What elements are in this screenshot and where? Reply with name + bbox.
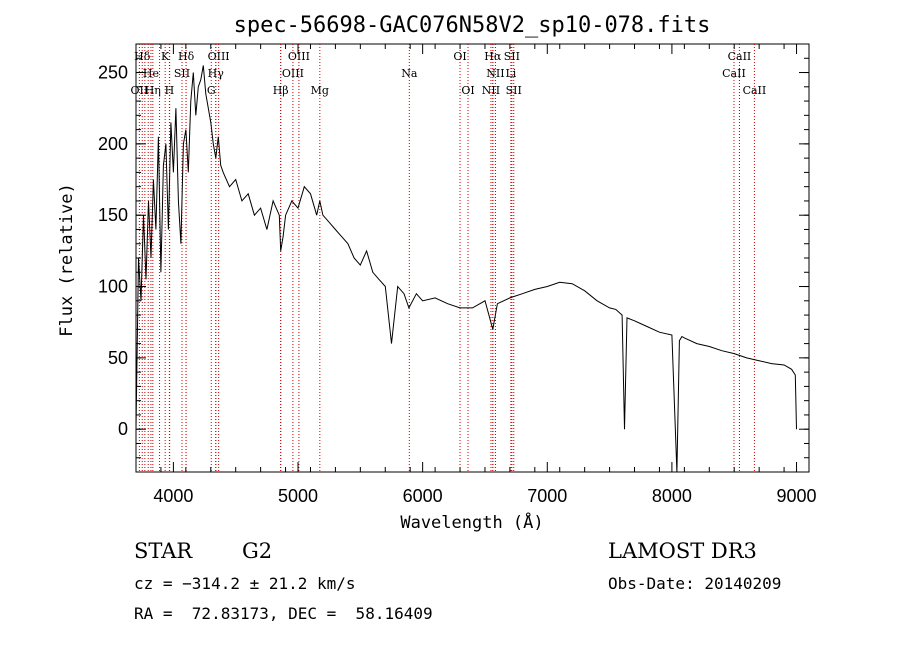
line-label: G: [207, 84, 216, 97]
line-label: H: [165, 84, 175, 97]
subclass: G2: [242, 539, 273, 563]
coordinates: RA = 72.83173, DEC = 58.16409: [134, 604, 433, 623]
x-tick-label: 5000: [278, 486, 318, 506]
line-markers: [138, 44, 755, 472]
survey-name: LAMOST DR3: [608, 539, 757, 563]
line-label: Hδ: [178, 50, 195, 63]
line-label: SII: [504, 50, 520, 63]
line-label: OI: [453, 50, 466, 63]
y-tick-label: 150: [98, 205, 128, 225]
x-tick-label: 6000: [403, 486, 443, 506]
x-tick-label: 9000: [777, 486, 817, 506]
line-label: SII: [174, 67, 190, 80]
x-tick-label: 8000: [652, 486, 692, 506]
y-tick-label: 100: [98, 277, 128, 297]
line-label: Hα: [484, 50, 502, 63]
observation-date: Obs-Date: 20140209: [608, 574, 782, 593]
line-label: He: [143, 67, 159, 80]
line-label: CaII: [728, 50, 752, 63]
x-tick-label: 4000: [153, 486, 193, 506]
line-label: CaII: [722, 67, 746, 80]
line-label: OIII: [282, 67, 304, 80]
line-label: Hγ: [208, 67, 225, 80]
y-tick-label: 250: [98, 63, 128, 83]
line-label: Mg: [311, 84, 329, 97]
object-type: STAR: [134, 539, 193, 563]
line-label: Na: [401, 67, 418, 80]
line-label: OII: [131, 84, 149, 97]
plot-frame: [135, 43, 810, 473]
line-label: K: [161, 50, 170, 63]
line-label: Hη: [145, 84, 161, 97]
chart-title: spec-56698-GAC076N58V2_sp10-078.fits: [234, 13, 711, 38]
line-label: Hβ: [273, 84, 289, 97]
x-axis-label: Wavelength (Å): [400, 511, 543, 533]
axis-ticks: 4000 5000 6000 7000 8000 9000 0 50 100 150 200 250: [98, 44, 817, 506]
line-label: CaII: [743, 84, 767, 97]
line-label: NII: [482, 84, 500, 97]
line-label: OIII: [208, 50, 230, 63]
spectrum-plot: spec-56698-GAC076N58V2_sp10-078.fits Hδ K…: [57, 13, 817, 533]
line-label: SII: [506, 84, 522, 97]
line-label: OIII: [288, 50, 310, 63]
redshift-cz: cz = −314.2 ± 21.2 km/s: [134, 574, 356, 593]
line-label: OI: [461, 84, 474, 97]
y-tick-label: 200: [98, 134, 128, 154]
y-tick-label: 0: [118, 419, 128, 439]
spectrum-line: [135, 65, 797, 473]
y-axis-label: Flux (relative): [57, 183, 77, 337]
line-label: Li: [505, 67, 516, 80]
line-label: Hδ: [134, 50, 151, 63]
line-label: NII: [486, 67, 504, 80]
x-tick-label: 7000: [527, 486, 567, 506]
y-tick-label: 50: [108, 348, 128, 368]
